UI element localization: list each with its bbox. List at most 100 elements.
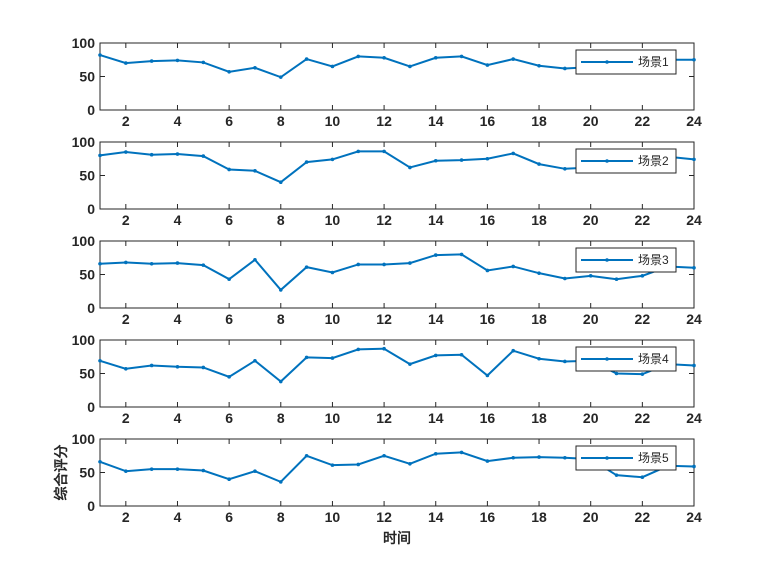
data-point xyxy=(692,157,696,162)
x-tick-label: 14 xyxy=(428,212,444,228)
data-point xyxy=(124,150,128,154)
data-point xyxy=(692,266,696,270)
data-point xyxy=(201,468,206,473)
data-point xyxy=(227,70,231,74)
data-point xyxy=(485,63,490,67)
data-point xyxy=(382,453,386,458)
y-tick-label: 100 xyxy=(72,332,96,348)
data-point xyxy=(640,274,645,278)
x-tick-label: 22 xyxy=(635,113,651,129)
x-tick-label: 4 xyxy=(174,311,182,327)
data-point xyxy=(563,276,567,281)
x-tick-label: 2 xyxy=(122,113,130,129)
data-point xyxy=(563,167,567,171)
x-tick-label: 10 xyxy=(325,509,341,525)
y-tick-label: 100 xyxy=(72,233,96,249)
data-point xyxy=(433,451,438,456)
x-tick-label: 10 xyxy=(325,311,341,327)
x-tick-label: 14 xyxy=(428,410,444,426)
data-point xyxy=(304,453,309,458)
data-point xyxy=(304,160,309,164)
y-tick-label: 100 xyxy=(72,431,96,447)
legend-label: 场景3 xyxy=(638,253,669,267)
legend: 场景2 xyxy=(575,148,677,174)
x-tick-label: 18 xyxy=(531,311,547,327)
x-tick-label: 10 xyxy=(325,113,341,129)
data-point xyxy=(175,467,180,471)
x-tick-label: 18 xyxy=(531,410,547,426)
data-point xyxy=(614,371,619,376)
data-point xyxy=(588,274,593,278)
legend: 场景4 xyxy=(575,346,677,372)
y-tick-label: 50 xyxy=(79,267,95,283)
data-point xyxy=(459,450,464,455)
data-point xyxy=(175,58,180,63)
x-tick-label: 6 xyxy=(225,113,233,129)
legend-marker xyxy=(605,456,609,460)
data-point xyxy=(149,261,154,266)
data-point xyxy=(227,167,231,172)
x-tick-label: 16 xyxy=(480,410,496,426)
x-tick-label: 14 xyxy=(428,311,444,327)
legend-label: 场景5 xyxy=(638,451,669,465)
data-point xyxy=(408,362,412,366)
data-point xyxy=(253,169,257,173)
data-point xyxy=(485,268,490,273)
data-point xyxy=(149,59,154,63)
legend: 场景1 xyxy=(575,49,677,75)
x-tick-label: 8 xyxy=(277,410,285,426)
data-point xyxy=(149,152,154,157)
x-tick-label: 16 xyxy=(480,212,496,228)
x-tick-label: 16 xyxy=(480,113,496,129)
data-point xyxy=(253,65,257,70)
x-tick-label: 2 xyxy=(122,311,130,327)
x-tick-label: 12 xyxy=(376,113,392,129)
y-tick-label: 50 xyxy=(79,465,95,481)
data-point xyxy=(640,475,645,479)
legend-marker xyxy=(605,159,609,163)
x-tick-label: 2 xyxy=(122,509,130,525)
x-tick-label: 20 xyxy=(583,212,599,228)
x-tick-label: 12 xyxy=(376,311,392,327)
data-point xyxy=(511,455,516,460)
y-tick-label: 50 xyxy=(79,366,95,382)
data-point xyxy=(98,53,102,57)
x-tick-label: 8 xyxy=(277,113,285,129)
data-point xyxy=(433,55,438,60)
x-tick-label: 22 xyxy=(635,410,651,426)
data-point xyxy=(356,262,361,267)
data-point xyxy=(98,153,102,158)
x-tick-label: 10 xyxy=(325,212,341,228)
legend: 场景3 xyxy=(575,247,677,273)
x-tick-label: 22 xyxy=(635,509,651,525)
data-point xyxy=(330,270,335,275)
data-point xyxy=(278,180,283,184)
data-point xyxy=(98,459,102,464)
data-point xyxy=(614,277,619,281)
data-point xyxy=(537,63,541,68)
data-point xyxy=(356,149,361,154)
data-point xyxy=(124,61,128,65)
data-point xyxy=(175,261,180,265)
data-point xyxy=(511,264,516,269)
y-tick-label: 0 xyxy=(87,498,95,514)
data-point xyxy=(253,469,257,473)
legend-marker xyxy=(605,357,609,361)
data-point xyxy=(537,455,541,459)
data-point xyxy=(459,158,464,162)
x-tick-label: 22 xyxy=(635,212,651,228)
x-tick-label: 20 xyxy=(583,509,599,525)
x-tick-label: 4 xyxy=(174,212,182,228)
data-point xyxy=(330,64,335,69)
data-point xyxy=(485,156,490,161)
x-tick-label: 24 xyxy=(686,509,702,525)
data-point xyxy=(356,54,361,59)
data-point xyxy=(511,151,516,156)
data-point xyxy=(692,464,696,469)
legend-label: 场景1 xyxy=(638,55,669,69)
data-point xyxy=(201,154,206,158)
